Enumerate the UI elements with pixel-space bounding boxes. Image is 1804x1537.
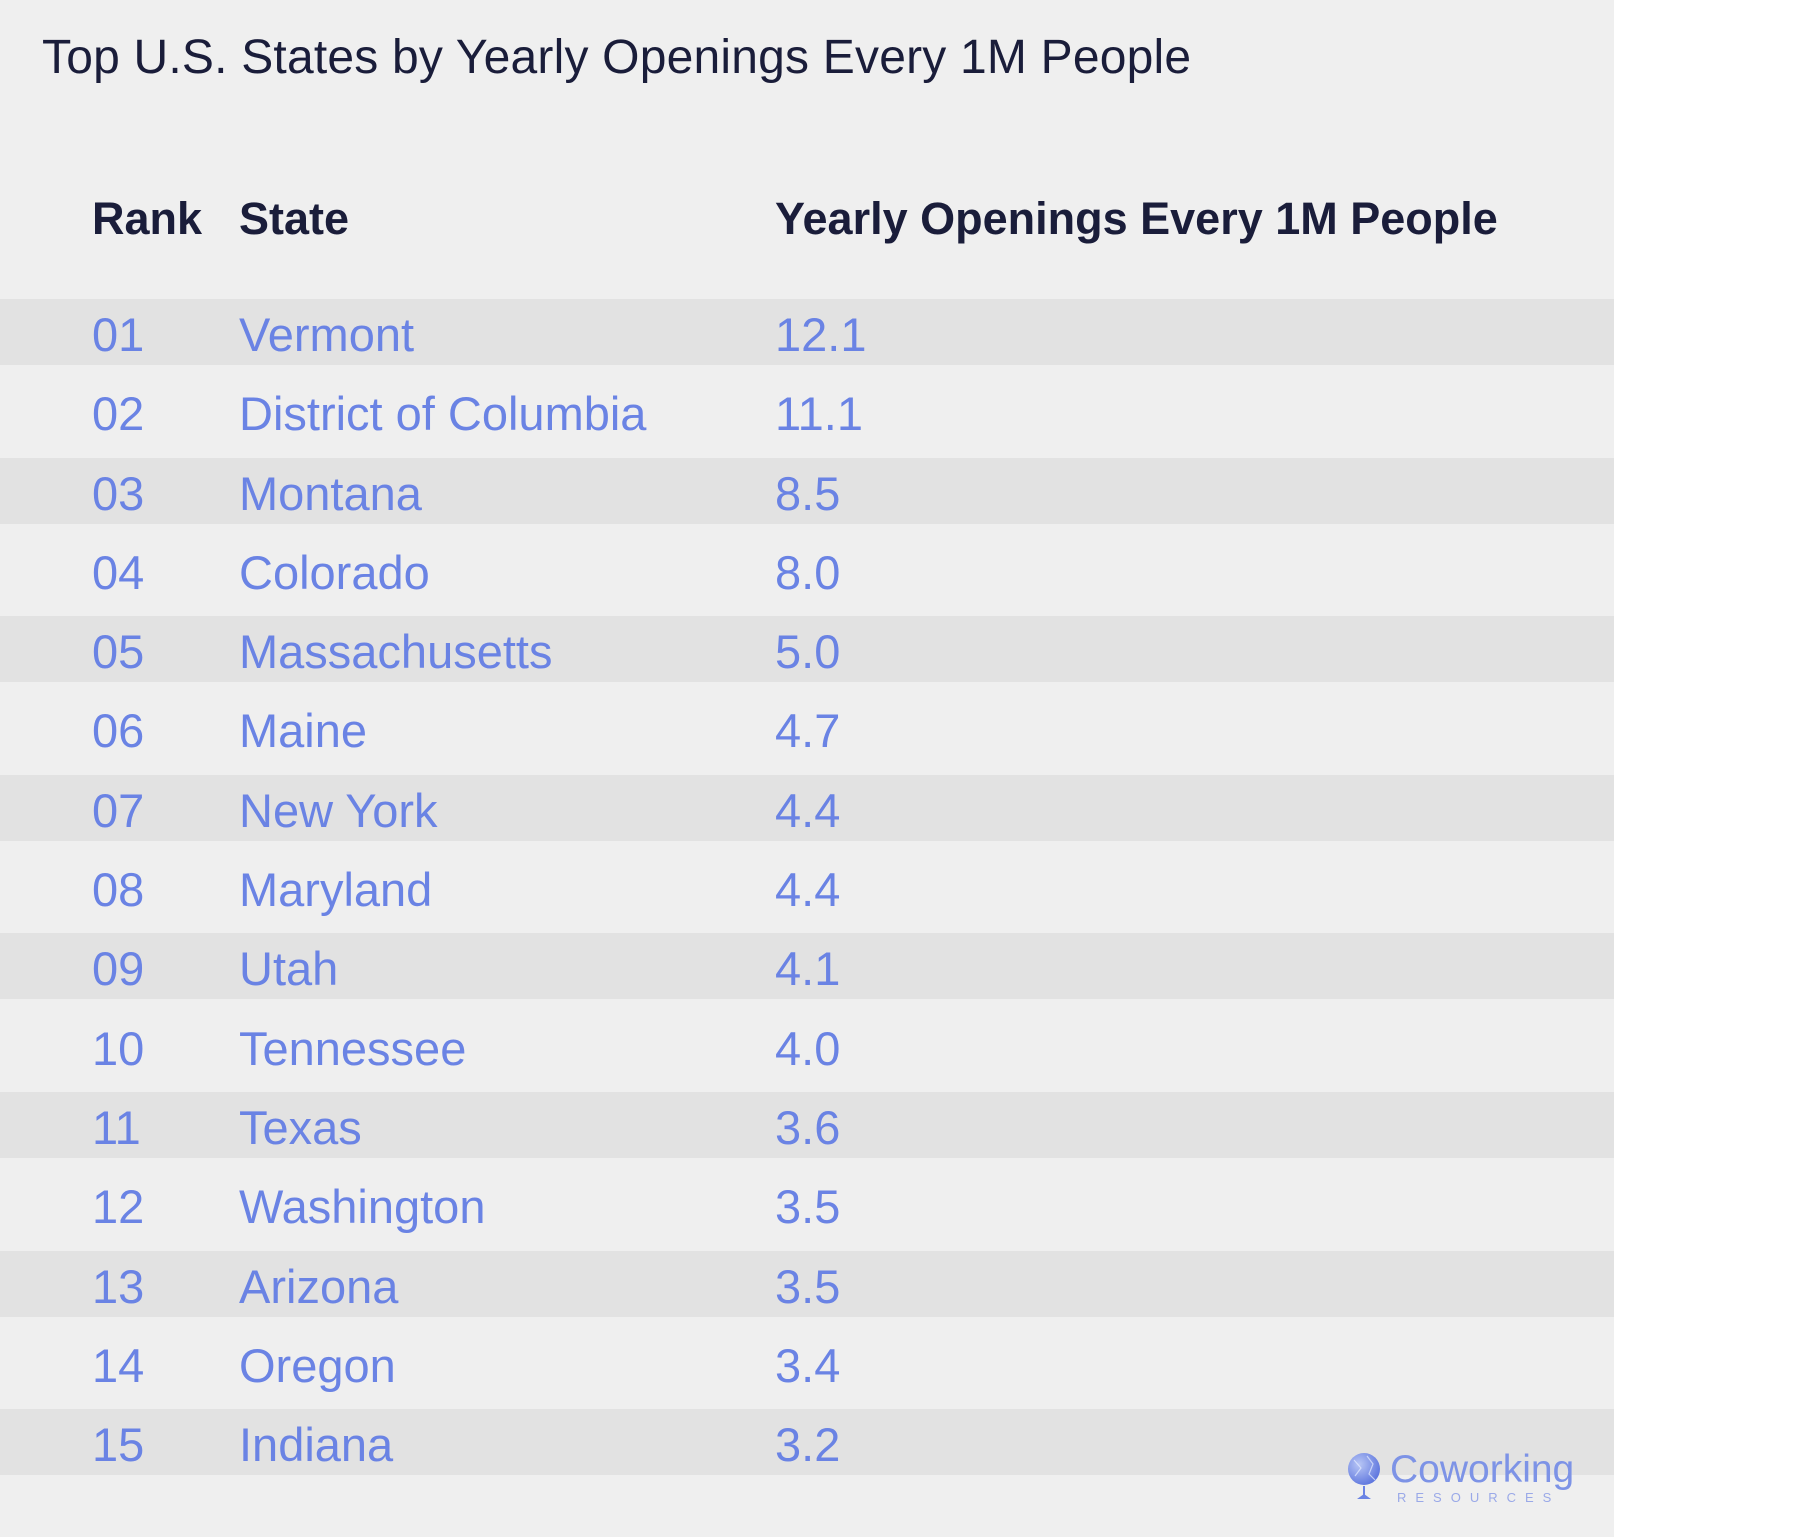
- cell-value: 4.7: [775, 704, 841, 758]
- table-row: 09 Utah 4.1: [0, 933, 1614, 1012]
- cell-rank: 14: [92, 1338, 145, 1392]
- logo-subtitle: RESOURCES: [1397, 1490, 1561, 1505]
- cell-value: 11.1: [775, 387, 863, 441]
- cell-rank: 08: [92, 863, 145, 917]
- column-header-value: Yearly Openings Every 1M People: [775, 193, 1498, 244]
- cell-value: 12.1: [775, 308, 867, 361]
- table-row: 11 Texas 3.6: [0, 1091, 1614, 1171]
- cell-rank: 01: [92, 308, 145, 361]
- table-row: 04 Colorado 8.0: [0, 537, 1614, 616]
- page-title: Top U.S. States by Yearly Openings Every…: [42, 31, 1192, 84]
- table-row: 10 Tennessee 4.0: [0, 1013, 1614, 1092]
- cell-value: 4.4: [775, 783, 841, 837]
- cell-rank: 05: [92, 625, 145, 679]
- cell-value: 3.5: [775, 1180, 841, 1234]
- cell-rank: 13: [92, 1259, 145, 1313]
- cell-state: Maine: [239, 704, 368, 758]
- cell-value: 3.6: [775, 1100, 841, 1154]
- cell-state: Colorado: [239, 545, 430, 599]
- cell-rank: 09: [92, 942, 145, 996]
- column-header-state: State: [239, 193, 350, 244]
- table-header: Rank State Yearly Openings Every 1M Peop…: [0, 185, 1614, 255]
- table-row: 13 Arizona 3.5: [0, 1250, 1614, 1330]
- cell-value: 4.0: [775, 1021, 841, 1075]
- cell-state: Tennessee: [239, 1021, 467, 1075]
- cell-state: District of Columbia: [239, 387, 647, 441]
- cell-value: 4.1: [775, 942, 841, 996]
- table-row: 03 Montana 8.5: [0, 457, 1614, 537]
- cell-value: 4.4: [775, 863, 841, 917]
- cell-rank: 07: [92, 783, 145, 837]
- cell-rank: 06: [92, 704, 145, 758]
- cell-rank: 10: [92, 1021, 145, 1075]
- table-row: 01 Vermont 12.1: [0, 299, 1614, 378]
- table-row: 14 Oregon 3.4: [0, 1330, 1614, 1409]
- cell-value: 5.0: [775, 625, 841, 679]
- cell-value: 3.4: [775, 1338, 841, 1392]
- cell-value: 8.5: [775, 466, 841, 520]
- table-row: 05 Massachusetts 5.0: [0, 616, 1614, 695]
- column-header-rank: Rank: [92, 193, 203, 244]
- cell-rank: 11: [92, 1100, 141, 1154]
- table-row: 07 New York 4.4: [0, 774, 1614, 854]
- table-row: 15 Indiana 3.2: [0, 1409, 1614, 1488]
- cell-rank: 03: [92, 466, 145, 520]
- cell-rank: 04: [92, 545, 145, 599]
- cell-rank: 12: [92, 1180, 145, 1234]
- logo-name: Coworking: [1390, 1448, 1575, 1491]
- cell-state: New York: [239, 783, 438, 837]
- cell-state: Vermont: [239, 308, 415, 361]
- globe-icon: [1348, 1453, 1380, 1499]
- cell-state: Indiana: [239, 1418, 394, 1472]
- cell-state: Massachusetts: [239, 625, 553, 679]
- cell-state: Montana: [239, 466, 422, 520]
- table-body: 01 Vermont 12.1 02 District of Columbia 11.1 0…: [0, 299, 1614, 1488]
- cell-state: Maryland: [239, 863, 433, 917]
- table-row: 12 Washington 3.5: [0, 1171, 1614, 1250]
- table-row: 06 Maine 4.7: [0, 695, 1614, 774]
- cell-state: Utah: [239, 942, 339, 996]
- cell-value: 3.2: [775, 1418, 841, 1472]
- cell-value: 8.0: [775, 545, 841, 599]
- coworking-resources-logo: Coworking RESOURCES: [1345, 1448, 1585, 1505]
- cell-state: Texas: [239, 1100, 362, 1154]
- cell-value: 3.5: [775, 1259, 841, 1313]
- table-panel: Top U.S. States by Yearly Openings Every…: [0, 0, 1614, 1537]
- cell-state: Oregon: [239, 1338, 396, 1392]
- cell-state: Arizona: [239, 1259, 399, 1313]
- table-row: 02 District of Columbia 11.1: [0, 378, 1614, 457]
- table-row: 08 Maryland 4.4: [0, 854, 1614, 933]
- cell-rank: 02: [92, 387, 145, 441]
- cell-rank: 15: [92, 1418, 145, 1472]
- cell-state: Washington: [239, 1180, 486, 1234]
